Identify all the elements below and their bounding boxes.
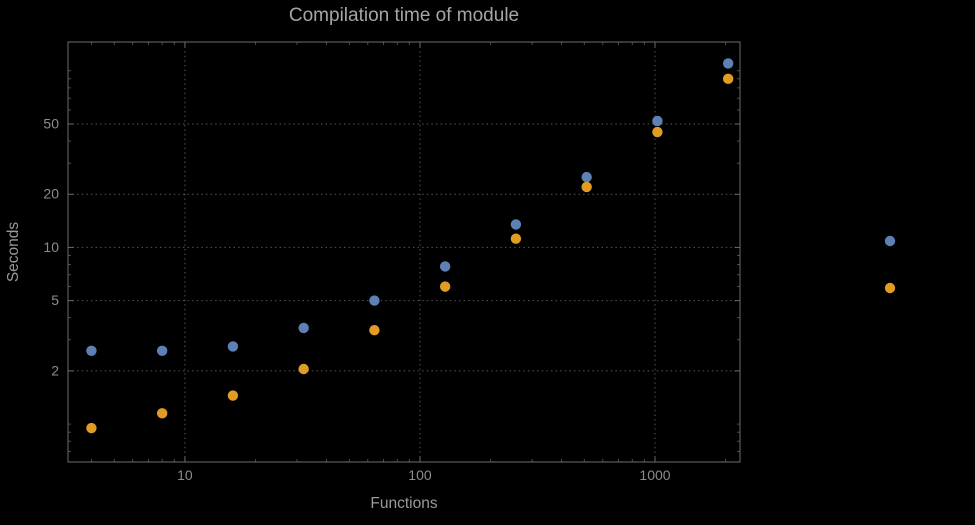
point-orange-points-x4 <box>86 422 97 434</box>
point-orange-points-x256 <box>510 233 522 244</box>
point-blue-points-x128 <box>439 261 451 272</box>
point-blue-points-x32 <box>298 322 309 334</box>
y-tick-label-5: 5 <box>51 292 59 308</box>
y-tick-label-10: 10 <box>43 239 59 255</box>
x-tick-label-10: 10 <box>177 467 193 483</box>
x-axis-label: Functions <box>370 495 438 512</box>
y-tick-label-50: 50 <box>43 115 59 131</box>
x-tick-label-100: 100 <box>408 467 432 483</box>
orange-series-marker <box>884 282 896 294</box>
x-tick-label-1000: 1000 <box>639 467 670 483</box>
point-blue-points-x512 <box>581 171 592 183</box>
y-tick-label-20: 20 <box>43 186 59 202</box>
point-orange-points-x16 <box>227 390 239 401</box>
point-blue-points-x16 <box>227 341 239 352</box>
point-blue-points-x2048 <box>722 58 734 69</box>
point-blue-points-x64 <box>369 295 380 306</box>
blue-series-marker <box>884 235 896 247</box>
point-blue-points-x1024 <box>652 115 663 127</box>
point-blue-points-x8 <box>156 345 168 356</box>
point-orange-points-x1024 <box>652 126 663 138</box>
point-blue-points-x4 <box>86 345 97 356</box>
point-orange-points-x64 <box>369 324 380 336</box>
point-orange-points-x512 <box>581 181 592 193</box>
point-orange-points-x2048 <box>722 73 734 85</box>
point-orange-points-x8 <box>156 408 168 419</box>
point-orange-points-x32 <box>298 363 309 375</box>
point-blue-points-x256 <box>510 219 522 230</box>
plot-frame <box>67 41 741 463</box>
chart-title: Compilation time of module <box>288 5 520 26</box>
point-orange-points-x128 <box>439 281 451 292</box>
y-tick-label-2: 2 <box>51 362 59 378</box>
